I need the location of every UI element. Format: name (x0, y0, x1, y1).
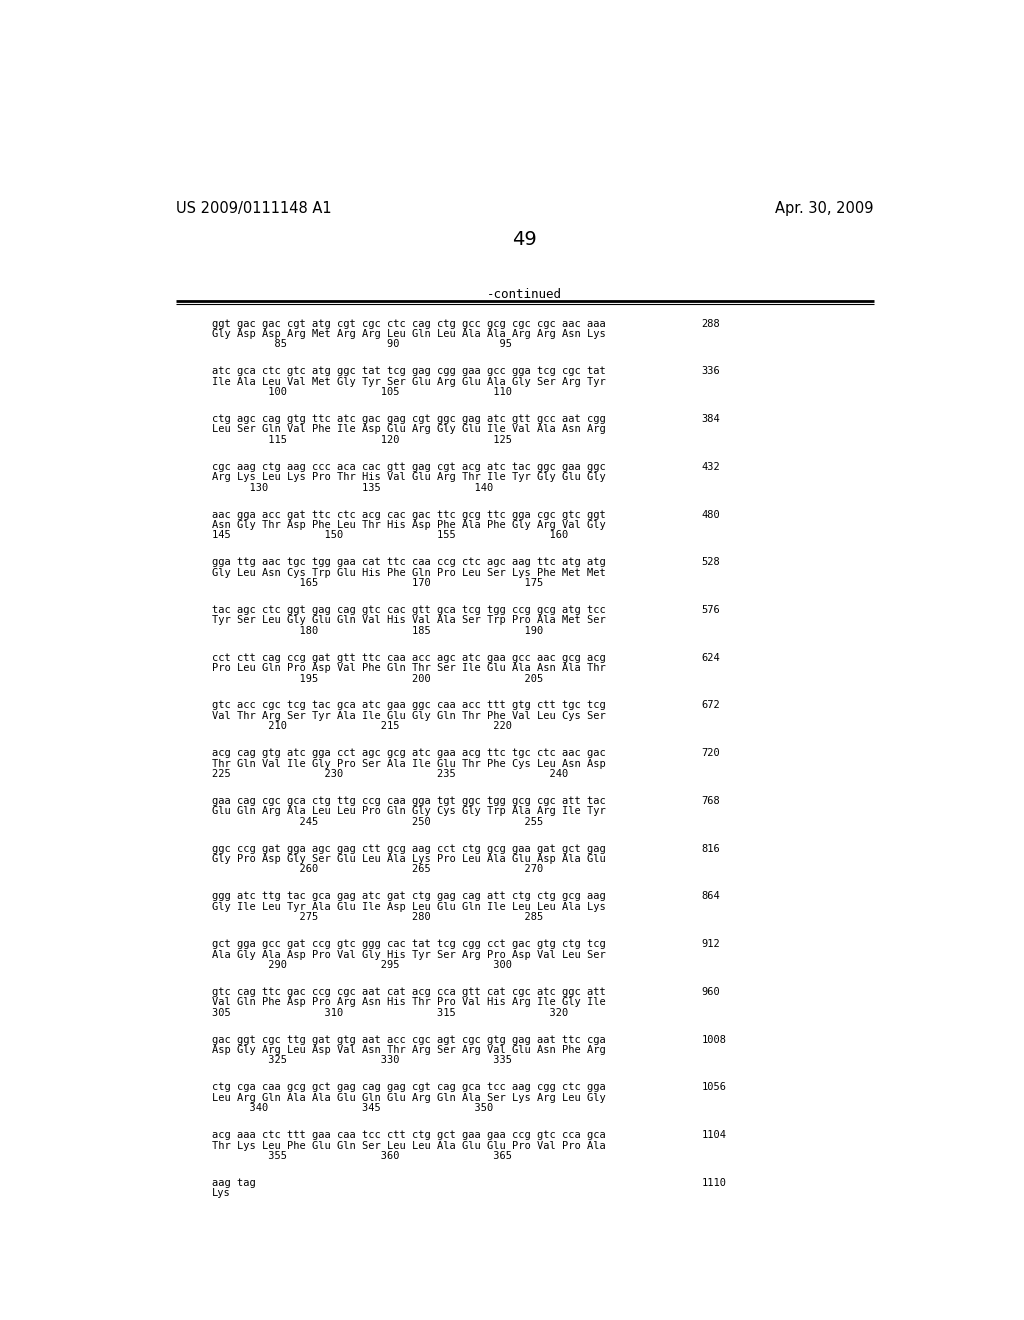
Text: 275               280               285: 275 280 285 (212, 912, 543, 923)
Text: 1008: 1008 (701, 1035, 726, 1044)
Text: acg aaa ctc ttt gaa caa tcc ctt ctg gct gaa gaa ccg gtc cca gca: acg aaa ctc ttt gaa caa tcc ctt ctg gct … (212, 1130, 605, 1140)
Text: gaa cag cgc gca ctg ttg ccg caa gga tgt ggc tgg gcg cgc att tac: gaa cag cgc gca ctg ttg ccg caa gga tgt … (212, 796, 605, 807)
Text: 325               330               335: 325 330 335 (212, 1056, 512, 1065)
Text: 165               170               175: 165 170 175 (212, 578, 543, 587)
Text: ggg atc ttg tac gca gag atc gat ctg gag cag att ctg ctg gcg aag: ggg atc ttg tac gca gag atc gat ctg gag … (212, 891, 605, 902)
Text: Lys: Lys (212, 1188, 230, 1199)
Text: 180               185               190: 180 185 190 (212, 626, 543, 636)
Text: 288: 288 (701, 318, 720, 329)
Text: gac ggt cgc ttg gat gtg aat acc cgc agt cgc gtg gag aat ttc cga: gac ggt cgc ttg gat gtg aat acc cgc agt … (212, 1035, 605, 1044)
Text: ctg cga caa gcg gct gag cag gag cgt cag gca tcc aag cgg ctc gga: ctg cga caa gcg gct gag cag gag cgt cag … (212, 1082, 605, 1093)
Text: Apr. 30, 2009: Apr. 30, 2009 (775, 201, 873, 215)
Text: 245               250               255: 245 250 255 (212, 817, 543, 826)
Text: Leu Arg Gln Ala Ala Glu Gln Glu Arg Gln Ala Ser Lys Arg Leu Gly: Leu Arg Gln Ala Ala Glu Gln Glu Arg Gln … (212, 1093, 605, 1102)
Text: -continued: -continued (487, 288, 562, 301)
Text: 720: 720 (701, 748, 720, 758)
Text: 336: 336 (701, 367, 720, 376)
Text: 85                90                95: 85 90 95 (212, 339, 512, 350)
Text: 130               135               140: 130 135 140 (212, 483, 493, 492)
Text: 960: 960 (701, 987, 720, 997)
Text: Ile Ala Leu Val Met Gly Tyr Ser Glu Arg Glu Ala Gly Ser Arg Tyr: Ile Ala Leu Val Met Gly Tyr Ser Glu Arg … (212, 376, 605, 387)
Text: cgc aag ctg aag ccc aca cac gtt gag cgt acg atc tac ggc gaa ggc: cgc aag ctg aag ccc aca cac gtt gag cgt … (212, 462, 605, 471)
Text: ggt gac gac cgt atg cgt cgc ctc cag ctg gcc gcg cgc cgc aac aaa: ggt gac gac cgt atg cgt cgc ctc cag ctg … (212, 318, 605, 329)
Text: Arg Lys Leu Lys Pro Thr His Val Glu Arg Thr Ile Tyr Gly Glu Gly: Arg Lys Leu Lys Pro Thr His Val Glu Arg … (212, 473, 605, 482)
Text: gct gga gcc gat ccg gtc ggg cac tat tcg cgg cct gac gtg ctg tcg: gct gga gcc gat ccg gtc ggg cac tat tcg … (212, 940, 605, 949)
Text: 480: 480 (701, 510, 720, 520)
Text: 340               345               350: 340 345 350 (212, 1104, 493, 1113)
Text: 225               230               235               240: 225 230 235 240 (212, 770, 568, 779)
Text: Gly Pro Asp Gly Ser Glu Leu Ala Lys Pro Leu Ala Glu Asp Ala Glu: Gly Pro Asp Gly Ser Glu Leu Ala Lys Pro … (212, 854, 605, 865)
Text: 864: 864 (701, 891, 720, 902)
Text: tac agc ctc ggt gag cag gtc cac gtt gca tcg tgg ccg gcg atg tcc: tac agc ctc ggt gag cag gtc cac gtt gca … (212, 605, 605, 615)
Text: 49: 49 (512, 230, 538, 249)
Text: Tyr Ser Leu Gly Glu Gln Val His Val Ala Ser Trp Pro Ala Met Ser: Tyr Ser Leu Gly Glu Gln Val His Val Ala … (212, 615, 605, 626)
Text: 195               200               205: 195 200 205 (212, 673, 543, 684)
Text: 290               295               300: 290 295 300 (212, 960, 512, 970)
Text: 816: 816 (701, 843, 720, 854)
Text: gtc cag ttc gac ccg cgc aat cat acg cca gtt cat cgc atc ggc att: gtc cag ttc gac ccg cgc aat cat acg cca … (212, 987, 605, 997)
Text: US 2009/0111148 A1: US 2009/0111148 A1 (176, 201, 332, 215)
Text: aac gga acc gat ttc ctc acg cac gac ttc gcg ttc gga cgc gtc ggt: aac gga acc gat ttc ctc acg cac gac ttc … (212, 510, 605, 520)
Text: Thr Gln Val Ile Gly Pro Ser Ala Ile Glu Thr Phe Cys Leu Asn Asp: Thr Gln Val Ile Gly Pro Ser Ala Ile Glu … (212, 759, 605, 768)
Text: gtc acc cgc tcg tac gca atc gaa ggc caa acc ttt gtg ctt tgc tcg: gtc acc cgc tcg tac gca atc gaa ggc caa … (212, 701, 605, 710)
Text: 1104: 1104 (701, 1130, 726, 1140)
Text: cct ctt cag ccg gat gtt ttc caa acc agc atc gaa gcc aac gcg acg: cct ctt cag ccg gat gtt ttc caa acc agc … (212, 653, 605, 663)
Text: Val Gln Phe Asp Pro Arg Asn His Thr Pro Val His Arg Ile Gly Ile: Val Gln Phe Asp Pro Arg Asn His Thr Pro … (212, 998, 605, 1007)
Text: ctg agc cag gtg ttc atc gac gag cgt ggc gag atc gtt gcc aat cgg: ctg agc cag gtg ttc atc gac gag cgt ggc … (212, 414, 605, 424)
Text: Gly Ile Leu Tyr Ala Glu Ile Asp Leu Glu Gln Ile Leu Leu Ala Lys: Gly Ile Leu Tyr Ala Glu Ile Asp Leu Glu … (212, 902, 605, 912)
Text: 384: 384 (701, 414, 720, 424)
Text: 1110: 1110 (701, 1177, 726, 1188)
Text: 1056: 1056 (701, 1082, 726, 1093)
Text: 432: 432 (701, 462, 720, 471)
Text: Val Thr Arg Ser Tyr Ala Ile Glu Gly Gln Thr Phe Val Leu Cys Ser: Val Thr Arg Ser Tyr Ala Ile Glu Gly Gln … (212, 711, 605, 721)
Text: 355               360               365: 355 360 365 (212, 1151, 512, 1160)
Text: 528: 528 (701, 557, 720, 568)
Text: 100               105               110: 100 105 110 (212, 387, 512, 397)
Text: 768: 768 (701, 796, 720, 807)
Text: Asp Gly Arg Leu Asp Val Asn Thr Arg Ser Arg Val Glu Asn Phe Arg: Asp Gly Arg Leu Asp Val Asn Thr Arg Ser … (212, 1045, 605, 1055)
Text: 210               215               220: 210 215 220 (212, 721, 512, 731)
Text: 305               310               315               320: 305 310 315 320 (212, 1007, 568, 1018)
Text: 576: 576 (701, 605, 720, 615)
Text: 260               265               270: 260 265 270 (212, 865, 543, 874)
Text: 672: 672 (701, 701, 720, 710)
Text: 912: 912 (701, 940, 720, 949)
Text: Asn Gly Thr Asp Phe Leu Thr His Asp Phe Ala Phe Gly Arg Val Gly: Asn Gly Thr Asp Phe Leu Thr His Asp Phe … (212, 520, 605, 529)
Text: acg cag gtg atc gga cct agc gcg atc gaa acg ttc tgc ctc aac gac: acg cag gtg atc gga cct agc gcg atc gaa … (212, 748, 605, 758)
Text: 624: 624 (701, 653, 720, 663)
Text: gga ttg aac tgc tgg gaa cat ttc caa ccg ctc agc aag ttc atg atg: gga ttg aac tgc tgg gaa cat ttc caa ccg … (212, 557, 605, 568)
Text: Gly Asp Asp Arg Met Arg Arg Leu Gln Leu Ala Ala Arg Arg Asn Lys: Gly Asp Asp Arg Met Arg Arg Leu Gln Leu … (212, 329, 605, 339)
Text: ggc ccg gat gga agc gag ctt gcg aag cct ctg gcg gaa gat gct gag: ggc ccg gat gga agc gag ctt gcg aag cct … (212, 843, 605, 854)
Text: Thr Lys Leu Phe Glu Gln Ser Leu Leu Ala Glu Glu Pro Val Pro Ala: Thr Lys Leu Phe Glu Gln Ser Leu Leu Ala … (212, 1140, 605, 1151)
Text: Glu Gln Arg Ala Leu Leu Pro Gln Gly Cys Gly Trp Ala Arg Ile Tyr: Glu Gln Arg Ala Leu Leu Pro Gln Gly Cys … (212, 807, 605, 816)
Text: 115               120               125: 115 120 125 (212, 434, 512, 445)
Text: Gly Leu Asn Cys Trp Glu His Phe Gln Pro Leu Ser Lys Phe Met Met: Gly Leu Asn Cys Trp Glu His Phe Gln Pro … (212, 568, 605, 578)
Text: atc gca ctc gtc atg ggc tat tcg gag cgg gaa gcc gga tcg cgc tat: atc gca ctc gtc atg ggc tat tcg gag cgg … (212, 367, 605, 376)
Text: Ala Gly Ala Asp Pro Val Gly His Tyr Ser Arg Pro Asp Val Leu Ser: Ala Gly Ala Asp Pro Val Gly His Tyr Ser … (212, 949, 605, 960)
Text: Pro Leu Gln Pro Asp Val Phe Gln Thr Ser Ile Glu Ala Asn Ala Thr: Pro Leu Gln Pro Asp Val Phe Gln Thr Ser … (212, 663, 605, 673)
Text: Leu Ser Gln Val Phe Ile Asp Glu Arg Gly Glu Ile Val Ala Asn Arg: Leu Ser Gln Val Phe Ile Asp Glu Arg Gly … (212, 425, 605, 434)
Text: aag tag: aag tag (212, 1177, 255, 1188)
Text: 145               150               155               160: 145 150 155 160 (212, 531, 568, 540)
